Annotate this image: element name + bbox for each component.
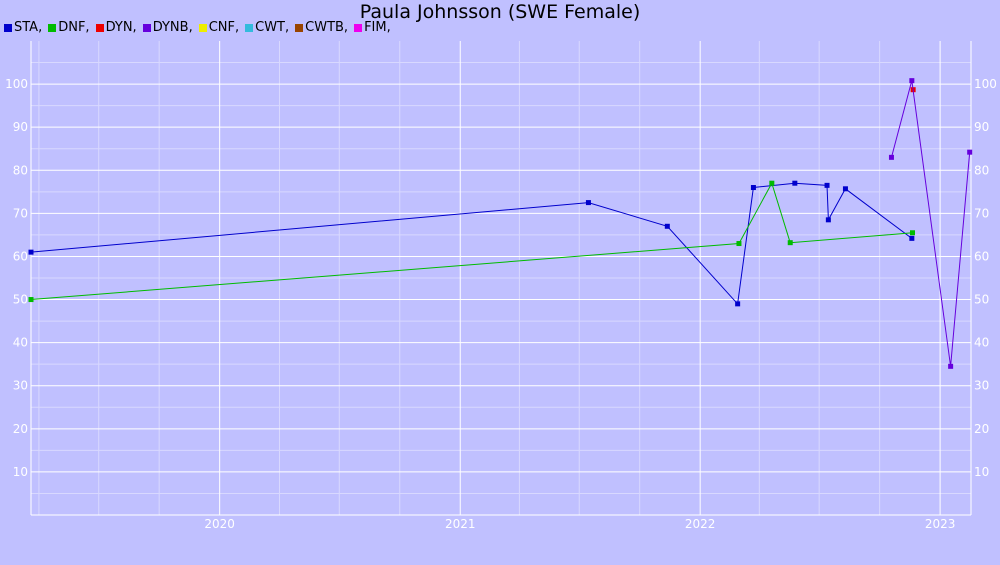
legend-swatch: [295, 23, 304, 32]
legend-item: FIM,: [354, 20, 391, 35]
y-tick-label-left: 50: [13, 293, 28, 307]
legend-item: CWTB,: [295, 20, 348, 35]
y-tick-label-left: 10: [13, 465, 28, 479]
data-point: [825, 217, 831, 223]
y-tick-label-right: 70: [974, 206, 989, 220]
legend-swatch: [48, 23, 57, 32]
data-point: [948, 363, 954, 369]
data-point: [842, 186, 848, 192]
y-tick-label-left: 60: [13, 249, 28, 263]
legend-swatch: [198, 23, 207, 32]
x-tick-label: 2021: [445, 517, 476, 531]
y-tick-label-left: 100: [5, 77, 28, 91]
y-tick-label-right: 60: [974, 249, 989, 263]
y-tick-label-left: 40: [13, 336, 28, 350]
y-tick-label-left: 90: [13, 120, 28, 134]
series-line: [891, 80, 971, 367]
legend-label: STA,: [14, 20, 43, 35]
x-tick-label: 2020: [204, 517, 235, 531]
legend-swatch: [142, 23, 151, 32]
legend-item: CNF,: [198, 20, 240, 35]
legend-item: DNF,: [48, 20, 90, 35]
legend: STA, DNF, DYN, DYNB, CNF, CWT, CWTB, FIM,: [4, 20, 397, 35]
legend-swatch: [245, 23, 254, 32]
legend-swatch: [95, 23, 104, 32]
legend-label: CWTB,: [305, 20, 349, 35]
data-point: [909, 235, 915, 241]
y-tick-label-right: 100: [974, 77, 997, 91]
legend-item: DYN,: [95, 20, 137, 35]
legend-label: DYN,: [105, 20, 137, 35]
data-point: [736, 241, 742, 247]
legend-label: DYNB,: [152, 20, 193, 35]
y-tick-label-right: 20: [974, 422, 989, 436]
data-point: [888, 154, 894, 160]
data-point: [909, 230, 915, 236]
x-tick-label: 2022: [685, 517, 716, 531]
data-point: [967, 149, 973, 155]
y-tick-label-right: 10: [974, 465, 989, 479]
y-tick-label-right: 90: [974, 120, 989, 134]
legend-item: STA,: [4, 20, 42, 35]
y-tick-label-right: 40: [974, 336, 989, 350]
legend-item: DYNB,: [142, 20, 193, 35]
data-point: [787, 240, 793, 246]
data-point: [28, 249, 34, 255]
series-line: [30, 181, 913, 300]
data-point: [769, 180, 775, 186]
legend-swatch: [4, 23, 12, 32]
data-point: [664, 223, 670, 229]
legend-item: CWT,: [245, 20, 289, 35]
legend-swatch: [354, 23, 363, 32]
legend-label: FIM,: [364, 20, 391, 35]
y-tick-label-left: 80: [13, 163, 28, 177]
data-point: [792, 180, 798, 186]
legend-label: CNF,: [208, 20, 240, 35]
y-tick-label-left: 70: [13, 206, 28, 220]
legend-label: CWT,: [255, 20, 290, 35]
y-tick-label-left: 20: [13, 422, 28, 436]
chart-title: Paula Johnsson (SWE Female): [359, 1, 641, 23]
x-tick-label: 2023: [925, 517, 956, 531]
data-point: [585, 200, 591, 206]
y-tick-label-left: 30: [13, 379, 28, 393]
y-tick-label-right: 50: [974, 293, 989, 307]
y-tick-label-right: 80: [974, 163, 989, 177]
data-point: [824, 182, 830, 188]
data-point: [750, 185, 756, 191]
y-tick-label-right: 30: [974, 379, 989, 393]
legend-label: DNF,: [58, 20, 90, 35]
data-point: [28, 297, 34, 303]
series-line: [30, 182, 913, 306]
data-point: [735, 301, 741, 307]
data-point: [909, 78, 915, 84]
